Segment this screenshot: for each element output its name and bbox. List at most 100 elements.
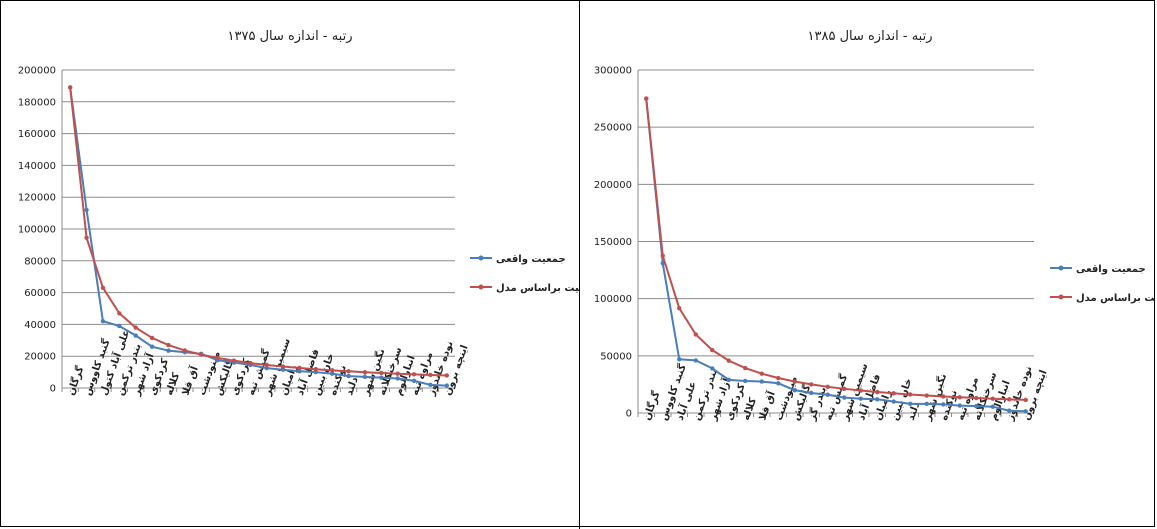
data-point bbox=[395, 371, 400, 376]
data-point bbox=[67, 85, 73, 90]
y-tick-label: 100000 bbox=[594, 294, 632, 305]
data-point bbox=[329, 371, 335, 376]
y-tick-label: 80000 bbox=[24, 256, 56, 267]
data-point bbox=[411, 378, 417, 384]
legend-swatch-marker bbox=[478, 284, 484, 290]
data-point bbox=[166, 342, 171, 348]
data-point bbox=[941, 394, 946, 399]
data-point bbox=[117, 311, 122, 316]
data-point bbox=[313, 367, 319, 372]
data-point bbox=[264, 362, 269, 368]
legend-label: جمعیت براساس مدل bbox=[1076, 293, 1155, 304]
data-point bbox=[759, 379, 764, 384]
data-point bbox=[280, 364, 286, 369]
y-tick-label: 120000 bbox=[18, 193, 56, 204]
data-point bbox=[100, 319, 106, 324]
panel-divider bbox=[579, 0, 580, 529]
data-point bbox=[395, 376, 400, 381]
data-point bbox=[924, 393, 929, 398]
data-point bbox=[100, 285, 106, 291]
data-point bbox=[842, 395, 847, 400]
data-point bbox=[133, 333, 138, 338]
y-tick-label: 100000 bbox=[18, 225, 56, 236]
data-point bbox=[117, 323, 122, 329]
data-point bbox=[428, 372, 433, 378]
data-point bbox=[908, 401, 913, 407]
y-tick-label: 250000 bbox=[594, 123, 632, 134]
data-point bbox=[133, 325, 138, 330]
y-tick-label: 300000 bbox=[594, 66, 632, 77]
data-point bbox=[198, 352, 204, 357]
data-point bbox=[379, 375, 384, 380]
y-tick-label: 0 bbox=[50, 384, 56, 395]
series-line bbox=[645, 98, 1026, 401]
y-tick-label: 160000 bbox=[18, 129, 56, 140]
data-point bbox=[444, 383, 450, 388]
data-point bbox=[974, 395, 979, 401]
y-tick-label: 60000 bbox=[24, 288, 56, 299]
data-point bbox=[346, 373, 351, 379]
data-point bbox=[149, 335, 155, 341]
legend-swatch-marker bbox=[1058, 265, 1064, 271]
series-line bbox=[645, 98, 1026, 413]
data-point bbox=[411, 372, 417, 377]
data-point bbox=[990, 404, 995, 409]
data-point bbox=[743, 365, 748, 371]
data-point bbox=[825, 392, 830, 397]
y-tick-label: 0 bbox=[626, 409, 632, 420]
data-point bbox=[677, 305, 682, 311]
data-point bbox=[776, 375, 781, 381]
y-tick-label: 150000 bbox=[594, 237, 632, 248]
data-point bbox=[248, 360, 253, 366]
data-point bbox=[941, 402, 946, 407]
data-point bbox=[1007, 397, 1012, 402]
data-point bbox=[231, 358, 237, 363]
data-point bbox=[84, 235, 89, 240]
data-point bbox=[957, 403, 962, 408]
data-point bbox=[444, 373, 450, 378]
data-point bbox=[428, 382, 433, 388]
data-point bbox=[957, 395, 962, 400]
chart-title: رتبه - اندازه سال ۱۳۷۵ bbox=[228, 29, 353, 44]
data-point bbox=[329, 368, 335, 373]
data-point bbox=[743, 378, 748, 384]
data-point bbox=[182, 348, 188, 353]
data-point bbox=[858, 396, 863, 401]
data-point bbox=[792, 379, 797, 384]
chart-title: رتبه - اندازه سال ۱۳۸۵ bbox=[808, 29, 933, 44]
data-point bbox=[379, 370, 384, 376]
chart-1375: رتبه - اندازه سال ۱۳۷۵ 0 20000 40000 60000 8… bbox=[18, 29, 579, 398]
data-point bbox=[974, 403, 979, 409]
data-point bbox=[726, 358, 731, 363]
y-tick-label: 180000 bbox=[18, 97, 56, 108]
legend-swatch-marker bbox=[1058, 294, 1064, 300]
chart-1385: رتبه - اندازه سال ۱۳۸۵ 0 50000 100000 15000… bbox=[594, 29, 1155, 423]
data-point bbox=[215, 355, 220, 361]
data-point bbox=[990, 396, 995, 401]
data-point bbox=[693, 332, 698, 337]
data-point bbox=[644, 96, 649, 101]
data-point bbox=[759, 371, 764, 376]
data-point bbox=[776, 381, 781, 386]
data-point bbox=[809, 382, 814, 387]
data-point bbox=[149, 344, 155, 349]
data-point bbox=[660, 253, 665, 258]
legend-label: جمعیت براساس مدل bbox=[496, 283, 579, 294]
data-point bbox=[297, 365, 302, 371]
y-tick-label: 140000 bbox=[18, 161, 56, 172]
data-point bbox=[362, 374, 368, 380]
data-point bbox=[362, 370, 368, 375]
data-point bbox=[693, 358, 698, 363]
data-point bbox=[346, 369, 351, 374]
data-point bbox=[924, 401, 929, 407]
data-point bbox=[809, 390, 814, 396]
data-point bbox=[166, 348, 171, 353]
y-tick-label: 200000 bbox=[594, 180, 632, 191]
y-tick-label: 200000 bbox=[18, 66, 56, 77]
y-tick-label: 40000 bbox=[24, 320, 56, 331]
data-point bbox=[297, 369, 302, 374]
data-point bbox=[1023, 397, 1028, 403]
series-line bbox=[69, 87, 447, 377]
data-point bbox=[264, 365, 269, 371]
